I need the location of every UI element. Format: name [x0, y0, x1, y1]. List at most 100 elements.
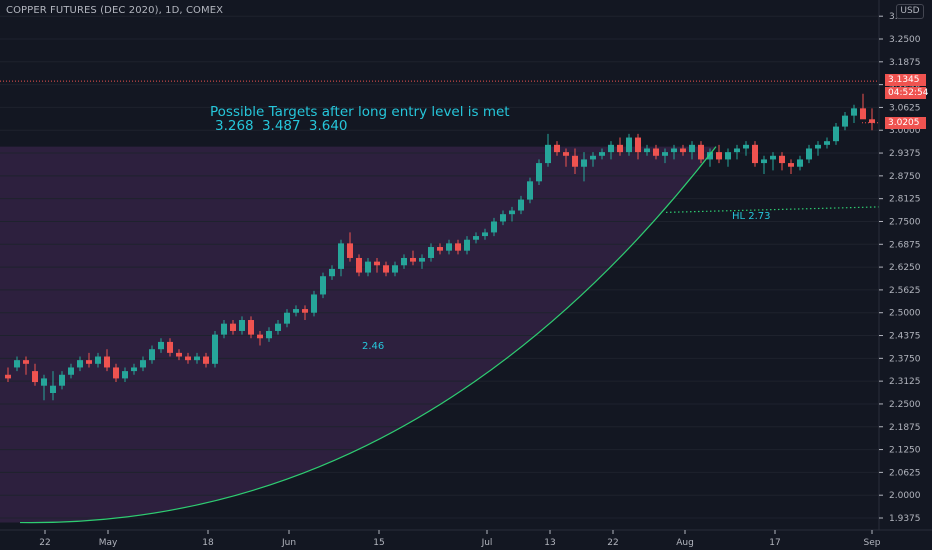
- candle-body: [392, 265, 398, 273]
- entry-zone-layer: [0, 146, 716, 523]
- currency-label[interactable]: USD: [896, 4, 924, 19]
- time-tick-label: 15: [373, 538, 384, 548]
- time-tick-label: Sep: [864, 538, 881, 548]
- candle-body: [716, 152, 722, 160]
- targets-annotation-title[interactable]: Possible Targets after long entry level …: [210, 104, 510, 120]
- time-tick-label: Aug: [676, 538, 694, 548]
- hl-line: [665, 206, 881, 213]
- time-tick-label: 22: [607, 538, 618, 548]
- candle-body: [194, 356, 200, 361]
- candles-layer: [5, 93, 875, 401]
- candle-body: [635, 137, 641, 153]
- price-tick-label: 3.1875: [889, 58, 921, 68]
- candle-body: [851, 108, 857, 116]
- candle-body: [410, 257, 416, 262]
- candle-body: [806, 148, 812, 160]
- candle-body: [311, 294, 317, 313]
- candle-body: [257, 334, 263, 339]
- candle-body: [626, 137, 632, 153]
- price-tick-label: 2.5625: [889, 286, 921, 296]
- candle-body: [275, 323, 281, 331]
- candle-body: [374, 261, 380, 266]
- price-tick-label: 2.1250: [889, 446, 921, 456]
- candle-body: [734, 148, 740, 153]
- candle-body: [419, 257, 425, 262]
- candle-body: [320, 276, 326, 295]
- candle-body: [599, 152, 605, 156]
- candle-body: [572, 155, 578, 167]
- entry-zone: [0, 146, 716, 523]
- price-tick-label: 2.8125: [889, 195, 921, 205]
- candle-body: [401, 257, 407, 266]
- candle-body: [842, 115, 848, 127]
- symbol-header[interactable]: COPPER FUTURES (DEC 2020), 1D, COMEX: [6, 5, 224, 16]
- candle-body: [77, 360, 83, 368]
- candle-body: [761, 159, 767, 164]
- lines-layer: [0, 80, 881, 524]
- candle-body: [293, 309, 299, 313]
- candle-body: [743, 144, 749, 149]
- price-tick-label: 2.9375: [889, 149, 921, 159]
- candle-body: [662, 152, 668, 156]
- time-tick-label: 17: [769, 538, 780, 548]
- candle-body: [608, 144, 614, 153]
- candle-body: [221, 323, 227, 335]
- candle-body: [527, 181, 533, 200]
- grid-layer: [0, 15, 879, 519]
- time-tick-label: 18: [202, 538, 214, 548]
- candle-body: [203, 356, 209, 364]
- alert-price-badge: 3.1345: [885, 74, 926, 86]
- candle-body: [788, 163, 794, 167]
- price-tick-label: 2.0625: [889, 468, 921, 478]
- time-tick-label: Jul: [481, 538, 493, 548]
- time-axis-bg: [0, 530, 932, 550]
- candle-body: [266, 330, 272, 339]
- candle-body: [86, 360, 92, 364]
- candle-body: [239, 320, 245, 331]
- candle-body: [815, 144, 821, 149]
- candle-body: [689, 144, 695, 153]
- candle-body: [59, 374, 65, 386]
- price-tick-label: 3.0625: [889, 103, 921, 113]
- candle-body: [50, 385, 56, 394]
- candle-body: [680, 148, 686, 153]
- candle-body: [5, 374, 11, 379]
- price-tick-label: 3.2500: [889, 35, 921, 45]
- candle-body: [698, 144, 704, 160]
- candle-body: [329, 268, 335, 277]
- candle-body: [644, 148, 650, 153]
- last-price-badge: 3.0205: [885, 117, 926, 129]
- candle-body: [653, 148, 659, 156]
- price-tick-label: 2.4375: [889, 332, 921, 342]
- candle-body: [437, 247, 443, 251]
- time-tick-label: May: [99, 538, 118, 548]
- candle-body: [554, 144, 560, 153]
- candle-body: [185, 356, 191, 361]
- candle-body: [824, 141, 830, 145]
- trend-curve: [19, 146, 717, 524]
- price-tick-label: 2.7500: [889, 217, 921, 227]
- price-tick-label: 2.6250: [889, 263, 921, 273]
- candle-body: [482, 232, 488, 237]
- candle-body: [383, 265, 389, 273]
- price-tick-label: 2.0000: [889, 491, 921, 501]
- price-tick-label: 2.8750: [889, 172, 921, 182]
- candle-body: [356, 257, 362, 273]
- candle-body: [140, 360, 146, 368]
- candle-body: [545, 144, 551, 164]
- zone-label[interactable]: 2.46: [362, 341, 385, 352]
- candle-body: [590, 155, 596, 160]
- targets-annotation-values[interactable]: 3.268 3.487 3.640: [215, 118, 348, 134]
- candle-body: [536, 163, 542, 182]
- candle-body: [104, 356, 110, 368]
- candle-body: [68, 367, 74, 375]
- hl-label[interactable]: HL 2.73: [732, 211, 771, 222]
- time-tick-label: 22: [39, 538, 50, 548]
- candle-body: [248, 320, 254, 335]
- price-tick-label: 2.6875: [889, 240, 921, 250]
- candle-body: [23, 360, 29, 364]
- candle-body: [770, 155, 776, 160]
- candle-body: [779, 155, 785, 164]
